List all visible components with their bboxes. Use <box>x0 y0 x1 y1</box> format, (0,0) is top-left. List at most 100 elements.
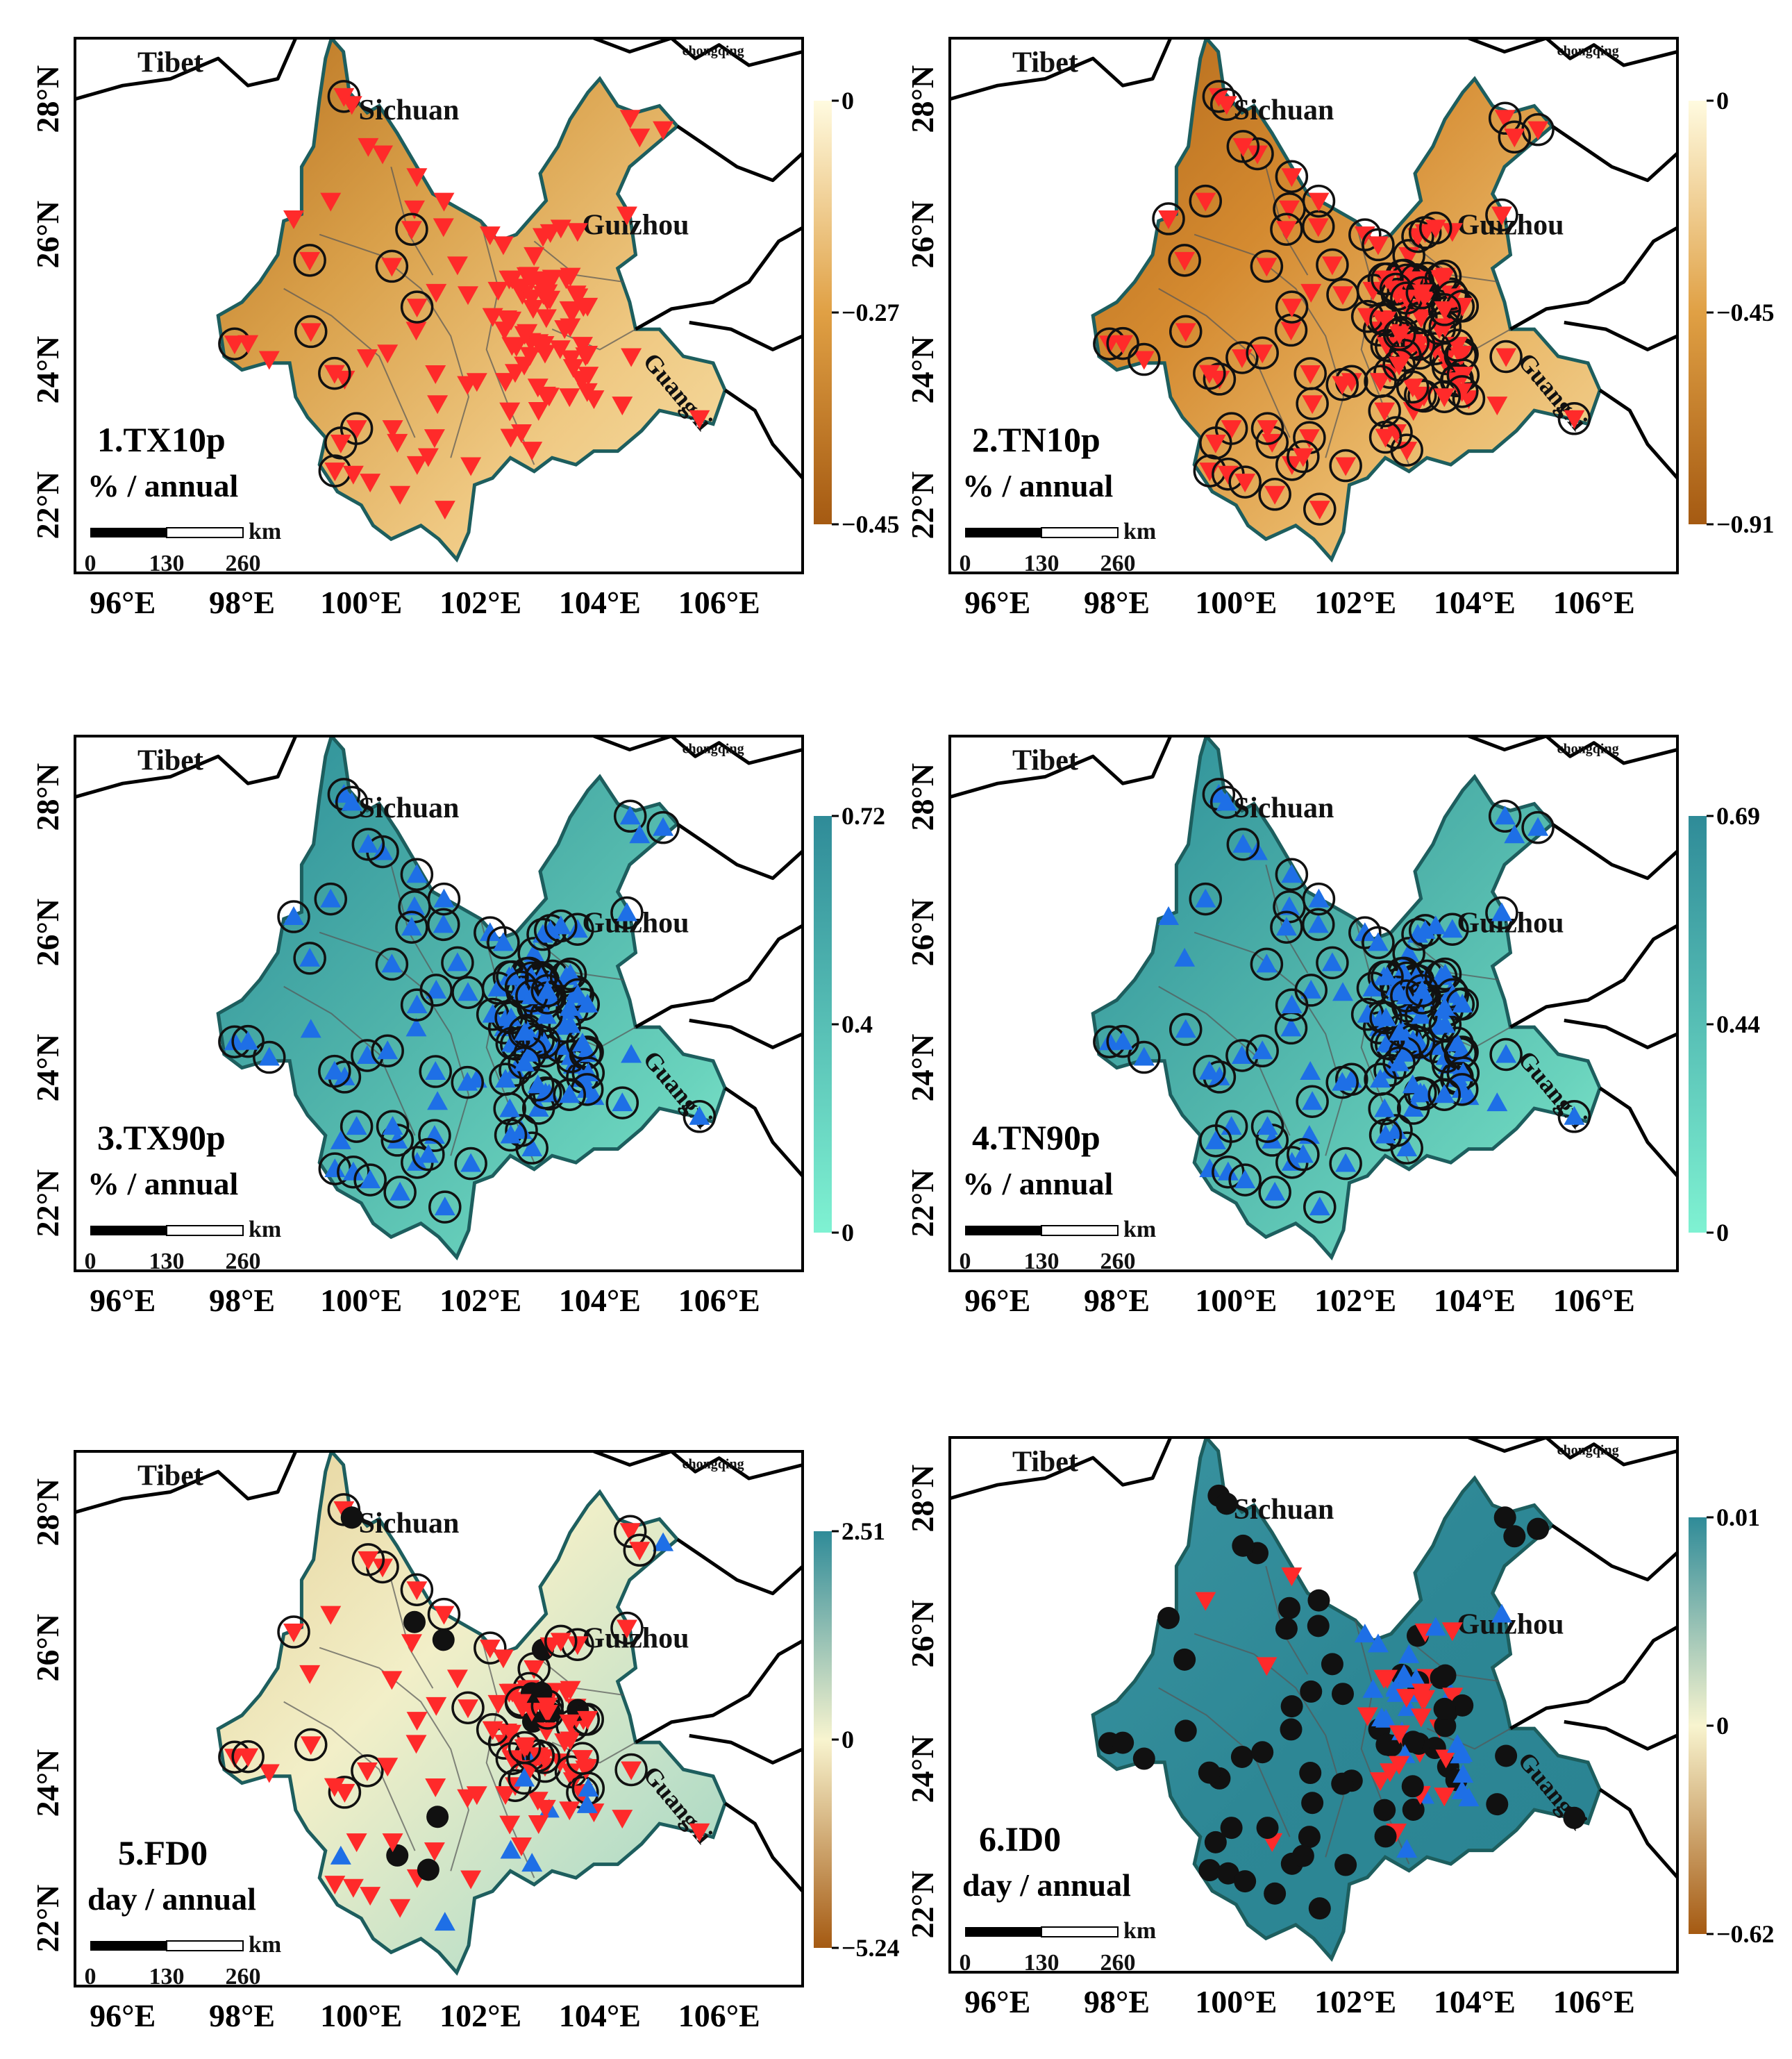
decreasing-trend-marker <box>382 1833 403 1853</box>
scalebar-white <box>1041 527 1119 538</box>
scalebar-white <box>1041 1225 1119 1236</box>
region-guizhou: Guizhou <box>582 210 689 242</box>
decreasing-trend-marker <box>1298 429 1320 449</box>
panel-1-tx10p: Tibet Sichuan Guizhou Guangxi chongqing 96°E 9… <box>0 21 900 646</box>
significance-circle <box>1382 348 1416 382</box>
decreasing-trend-marker <box>1410 309 1432 328</box>
decreasing-trend-marker <box>514 356 535 376</box>
decreasing-trend-marker <box>1357 1707 1378 1726</box>
decreasing-trend-marker <box>1396 290 1417 309</box>
increasing-trend-marker <box>576 1078 598 1098</box>
decreasing-trend-marker <box>521 1703 542 1722</box>
increasing-trend-marker <box>500 1124 521 1144</box>
significance-circle <box>1401 219 1434 253</box>
decreasing-trend-marker <box>577 297 598 317</box>
significance-circle <box>1275 858 1309 891</box>
increasing-trend-marker <box>1332 982 1353 1001</box>
x-tick-label: 98°E <box>209 1998 275 2033</box>
decreasing-trend-marker <box>237 335 259 354</box>
increasing-trend-marker <box>406 994 428 1014</box>
decreasing-trend-marker <box>1281 1567 1303 1587</box>
significance-circle <box>427 1597 461 1631</box>
increasing-trend-marker <box>1354 922 1375 942</box>
panel-6-id0: Tibet Sichuan Guizhou Guangxi chongqing 96°E 9… <box>875 1420 1784 2045</box>
significance-circle <box>451 1691 485 1724</box>
province-border <box>723 388 803 480</box>
province-border <box>676 124 803 183</box>
increasing-trend-marker <box>1434 1084 1455 1103</box>
decreasing-trend-marker <box>1494 110 1516 129</box>
panel-3-tx90p: Tibet Sichuan Guizhou Guangxi chongqing 96°E 9… <box>0 719 896 1344</box>
region-sichuan: Sichuan <box>1234 1494 1334 1526</box>
increasing-trend-marker <box>514 1022 535 1041</box>
significance-circle <box>353 1163 387 1197</box>
decreasing-trend-marker <box>550 219 571 239</box>
decreasing-trend-marker <box>1256 1657 1278 1676</box>
increasing-trend-marker <box>653 817 674 836</box>
decreasing-trend-marker <box>1195 192 1216 212</box>
x-tick-label: 106°E <box>1553 1984 1635 2019</box>
decreasing-trend-marker <box>1175 323 1196 342</box>
scalebar-label: 260 <box>226 1249 261 1274</box>
decreasing-trend-marker <box>1300 365 1321 385</box>
significance-circle <box>614 1753 648 1787</box>
increasing-trend-marker <box>1441 919 1463 938</box>
decreasing-trend-marker <box>501 311 522 331</box>
y-tick-label: 26°N <box>30 1614 65 1682</box>
significance-circle <box>375 947 409 981</box>
decreasing-trend-marker <box>330 434 351 453</box>
decreasing-trend-marker <box>1133 351 1155 370</box>
increasing-trend-marker <box>1195 888 1216 908</box>
region-tibet: Tibet <box>137 1460 203 1492</box>
increasing-trend-marker <box>1175 1019 1196 1038</box>
significance-circle <box>1246 1034 1279 1068</box>
province-border <box>1509 924 1677 1029</box>
decreasing-trend-marker <box>1332 286 1353 306</box>
decreasing-trend-marker <box>300 323 321 342</box>
significance-circle <box>1209 785 1243 819</box>
decreasing-trend-marker <box>1441 1622 1463 1642</box>
decreasing-trend-marker <box>487 1694 509 1714</box>
decreasing-trend-marker <box>1394 347 1416 366</box>
decreasing-trend-marker <box>1198 365 1220 384</box>
significance-circle <box>1203 362 1237 396</box>
significance-circle <box>1270 910 1303 944</box>
increasing-trend-marker <box>406 864 428 883</box>
significance-circle <box>418 1119 451 1152</box>
region-chongqing: chongqing <box>1557 741 1619 756</box>
increasing-trend-marker <box>258 1047 280 1066</box>
region-guizhou: Guizhou <box>1457 1609 1564 1641</box>
increasing-trend-marker <box>1425 915 1446 935</box>
decreasing-trend-marker <box>492 1649 514 1669</box>
x-tick-label: 98°E <box>1084 585 1150 620</box>
x-tick-label: 96°E <box>90 585 156 620</box>
significance-circle <box>1368 420 1402 454</box>
decreasing-trend-marker <box>1281 299 1303 318</box>
significance-circle <box>1189 882 1223 916</box>
increasing-trend-marker <box>1112 1031 1134 1050</box>
significance-circle <box>1225 341 1259 374</box>
significance-circle <box>1428 957 1462 991</box>
decreasing-trend-marker <box>224 335 245 355</box>
significance-circle <box>1228 1163 1262 1197</box>
colorbar-label: 0 <box>841 87 854 115</box>
significance-circle <box>1296 1085 1329 1118</box>
increasing-trend-marker <box>1374 1098 1396 1117</box>
no-trend-marker <box>1503 1525 1526 1548</box>
decreasing-trend-marker <box>616 1619 637 1639</box>
scalebar-unit: km <box>249 1932 281 1958</box>
significance-circle <box>1250 1110 1284 1143</box>
decreasing-trend-marker <box>619 1523 641 1542</box>
no-trend-marker <box>1264 1882 1287 1905</box>
region-sichuan: Sichuan <box>1234 94 1334 126</box>
no-trend-marker <box>386 1844 409 1867</box>
decreasing-trend-marker <box>356 1762 378 1781</box>
significance-circle <box>395 910 428 944</box>
decreasing-trend-marker <box>502 270 524 290</box>
increasing-trend-marker <box>1494 806 1516 825</box>
no-trend-marker <box>1307 1589 1330 1612</box>
decreasing-trend-marker <box>1376 337 1398 356</box>
scalebar-unit: km <box>249 1217 281 1242</box>
no-trend-marker <box>1434 1715 1457 1737</box>
